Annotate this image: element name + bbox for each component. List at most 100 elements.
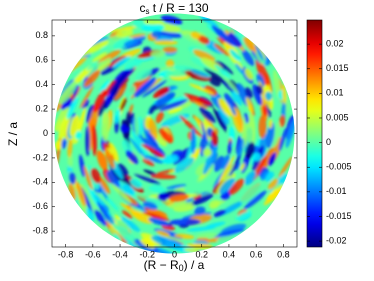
- field-blob: [140, 238, 155, 249]
- field-blob: [230, 88, 242, 106]
- x-tick-label: 0.4: [223, 249, 236, 259]
- field-blob: [174, 157, 195, 173]
- field-blob: [99, 80, 110, 93]
- field-blob: [153, 40, 178, 46]
- field-blob: [150, 50, 166, 58]
- field-blob: [129, 137, 148, 161]
- field-blob: [165, 69, 191, 77]
- field-blob: [108, 25, 139, 32]
- field-blob: [157, 192, 170, 202]
- field-blob: [86, 62, 97, 71]
- title-subscript: s: [145, 7, 149, 16]
- field-blob: [244, 87, 253, 99]
- field-blob: [179, 115, 203, 138]
- field-blob: [158, 128, 173, 144]
- field-blob: [109, 142, 119, 162]
- field-blob: [262, 105, 267, 117]
- field-blob: [142, 158, 155, 167]
- field-blob: [229, 103, 237, 116]
- field-blob: [204, 85, 218, 96]
- field-blob: [83, 187, 99, 216]
- field-blob: [80, 40, 109, 56]
- field-blob: [147, 132, 159, 148]
- field-blob: [242, 49, 255, 66]
- x-tick-label: -0.6: [85, 249, 101, 259]
- field-blob: [229, 154, 241, 177]
- field-blob: [260, 170, 269, 181]
- field-blob: [141, 80, 167, 98]
- field-blob: [97, 57, 111, 68]
- field-blob: [156, 247, 177, 254]
- field-blob: [133, 19, 145, 28]
- y-axis-label: Z / a: [6, 122, 20, 146]
- field-blob: [108, 72, 129, 94]
- field-blob: [139, 23, 165, 32]
- field-blob: [106, 197, 119, 211]
- field-blob: [117, 77, 129, 90]
- field-blob: [188, 83, 215, 95]
- field-blob: [268, 119, 273, 129]
- field-blob: [221, 154, 230, 170]
- field-blob: [154, 92, 176, 107]
- field-blob: [90, 168, 101, 184]
- field-blob: [79, 85, 94, 109]
- field-blob: [117, 163, 129, 176]
- field-blob: [104, 92, 114, 108]
- field-blob: [134, 173, 161, 185]
- field-blob: [229, 49, 241, 62]
- field-blob: [190, 31, 201, 40]
- field-blob: [240, 184, 263, 204]
- colorbar-tick-label: -0.02: [326, 235, 347, 245]
- field-blob: [116, 226, 135, 243]
- y-tick-label: -0.4: [32, 177, 48, 187]
- field-blob: [208, 199, 220, 209]
- field-blob: [213, 43, 230, 57]
- field-blob: [125, 150, 139, 165]
- field-blob: [85, 125, 91, 157]
- field-blob: [104, 148, 115, 169]
- colorbar-tick-label: 0.02: [326, 39, 344, 49]
- field-blob: [190, 128, 196, 155]
- field-blob: [205, 221, 226, 229]
- field-blob: [54, 119, 62, 131]
- field-blob: [155, 111, 164, 124]
- field-blob: [222, 80, 234, 93]
- field-blob: [244, 171, 257, 185]
- x-tick-label: 0.6: [250, 249, 263, 259]
- field-blob: [202, 146, 218, 175]
- field-blob: [169, 85, 178, 91]
- field-blob: [168, 107, 183, 114]
- field-blob: [69, 115, 80, 137]
- field-blob: [156, 230, 170, 237]
- field-blob: [190, 69, 211, 78]
- field-blob: [82, 99, 89, 110]
- field-blob: [86, 104, 95, 124]
- y-tick-label: 0.2: [35, 103, 48, 113]
- field-blob: [244, 68, 254, 81]
- field-blob: [285, 119, 295, 148]
- xlabel-text: ) / a: [184, 258, 205, 272]
- field-blob: [239, 163, 245, 171]
- field-blob: [214, 64, 231, 78]
- field-blob: [96, 201, 111, 221]
- field-blob: [61, 138, 67, 149]
- field-blob: [114, 109, 121, 124]
- field-blob: [246, 35, 260, 56]
- y-tick-label: -0.6: [32, 201, 48, 211]
- field-blob: [159, 99, 188, 112]
- field-blob: [123, 39, 139, 47]
- field-blob: [142, 212, 170, 221]
- field-blob: [153, 86, 170, 99]
- y-tick-label: 0.6: [35, 55, 48, 65]
- field-blob: [199, 106, 216, 124]
- field-blob: [98, 176, 111, 194]
- field-blob: [255, 58, 270, 86]
- field-blob: [190, 193, 214, 206]
- field-blob: [77, 107, 86, 136]
- field-blob: [256, 73, 265, 88]
- field-blob: [192, 49, 216, 62]
- field-blob: [264, 91, 273, 101]
- field-blob: [269, 152, 277, 167]
- field-blob: [258, 115, 267, 139]
